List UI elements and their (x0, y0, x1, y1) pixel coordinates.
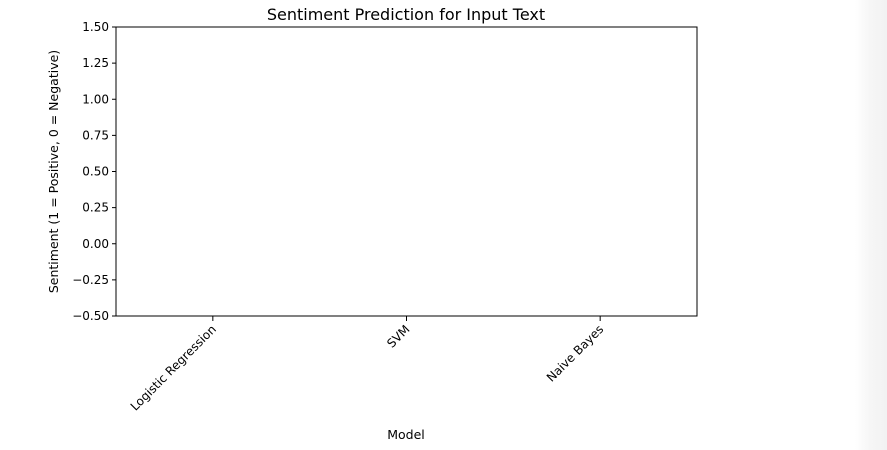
y-tick-label: −0.25 (72, 273, 109, 287)
y-tick-label: 1.25 (82, 56, 109, 70)
x-axis-label: Model (387, 427, 425, 442)
y-tick-label: 0.50 (82, 165, 109, 179)
plot-area-frame (115, 26, 698, 317)
y-tick-label: 1.00 (82, 92, 109, 106)
y-axis-ticks: −0.50 −0.25 0.00 0.25 0.50 0.75 1.00 1.25 1.50 (72, 20, 116, 323)
y-tick-label: 1.50 (82, 20, 109, 34)
y-tick-label: −0.50 (72, 309, 109, 323)
x-axis-ticks: Logistic Regression SVM Naive Bayes (128, 316, 606, 414)
x-tick-label: SVM (384, 322, 412, 350)
x-tick-label: Logistic Regression (128, 322, 219, 413)
y-tick-label: 0.25 (82, 201, 109, 215)
x-tick-label: Naive Bayes (544, 322, 606, 384)
chart-title: Sentiment Prediction for Input Text (267, 5, 545, 24)
y-axis-label: Sentiment (1 = Positive, 0 = Negative) (46, 50, 61, 293)
y-tick-label: 0.00 (82, 237, 109, 251)
y-tick-label: 0.75 (82, 128, 109, 142)
